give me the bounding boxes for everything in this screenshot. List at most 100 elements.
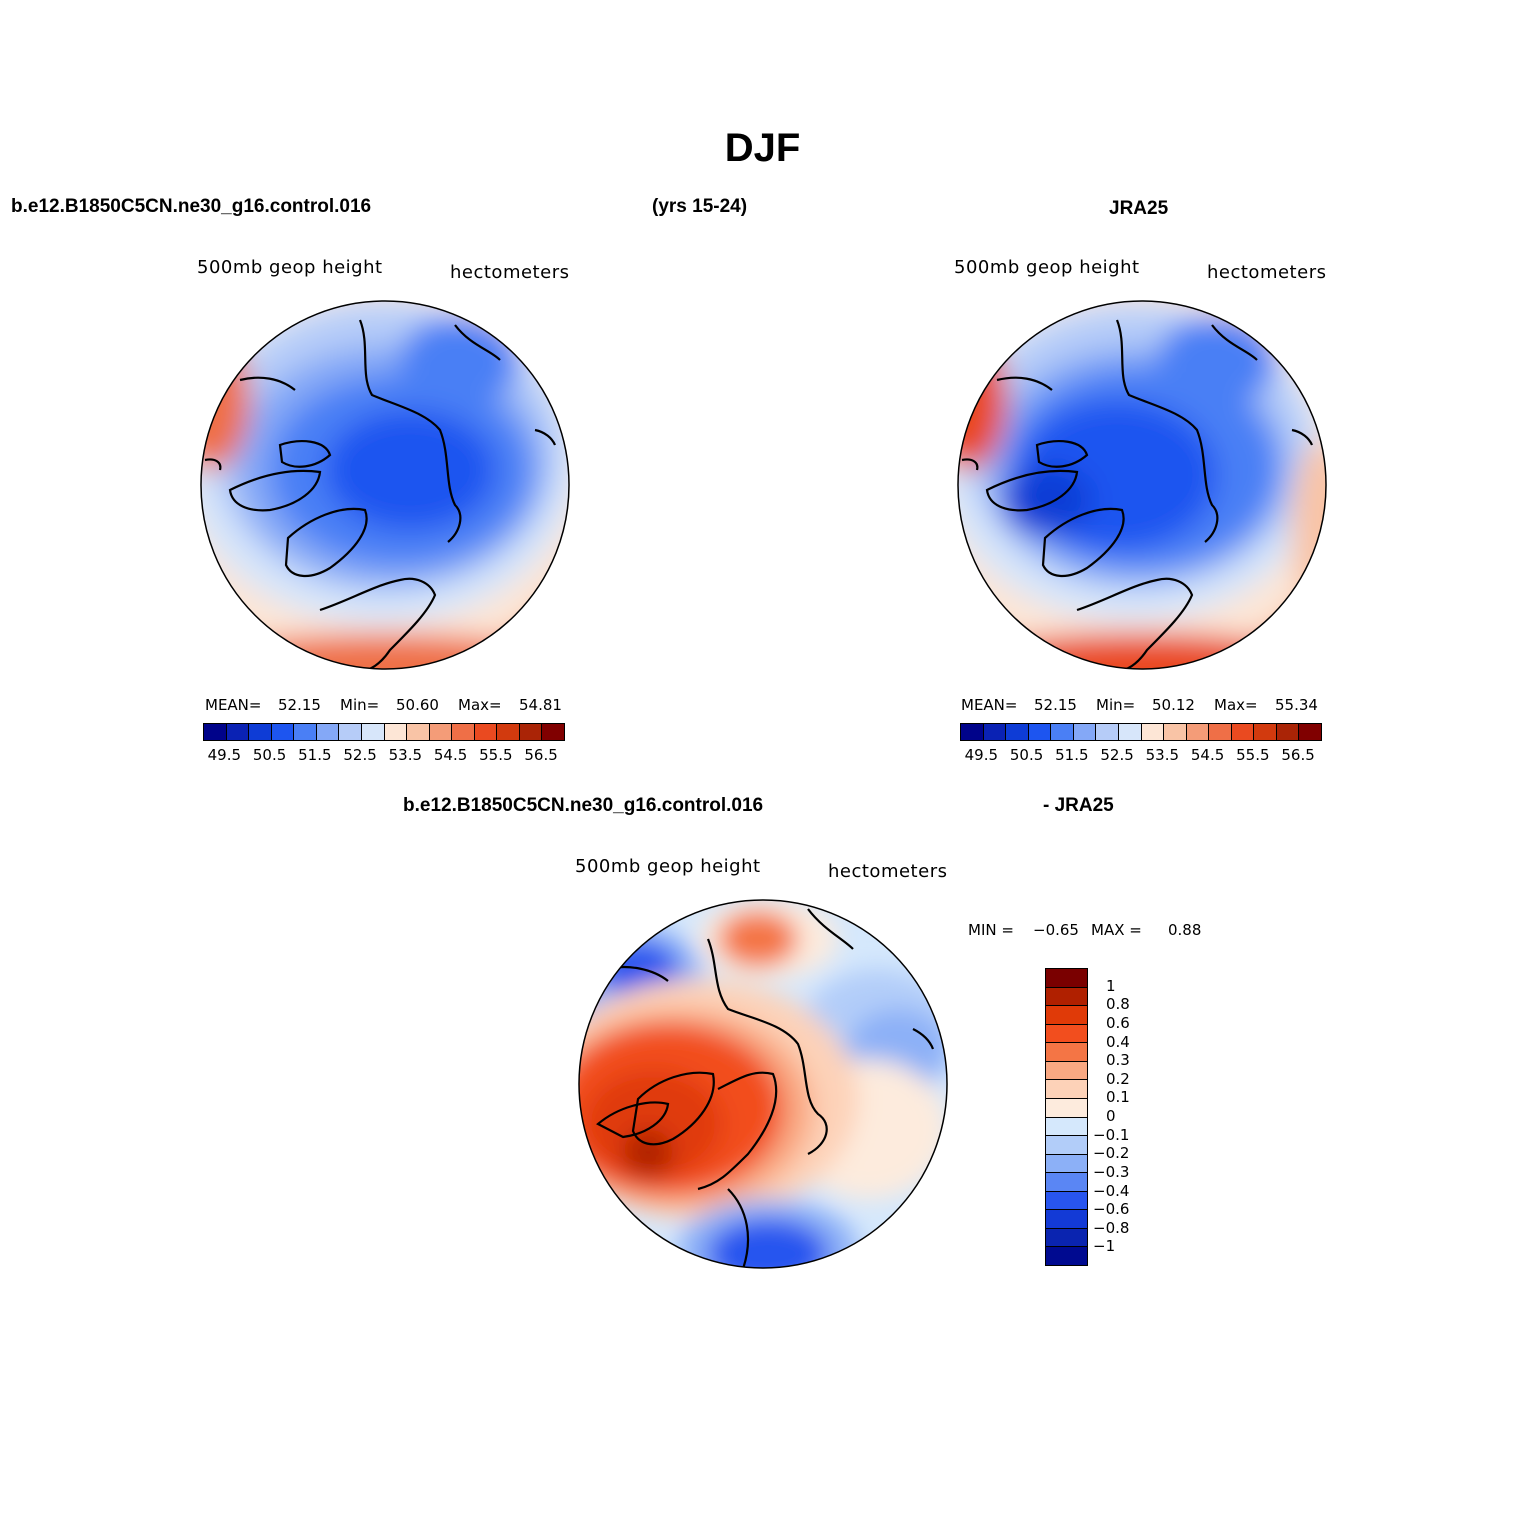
colorbar-tick-label: −0.1 — [1093, 1125, 1130, 1144]
model-colorbar — [203, 723, 565, 741]
colorbar-box — [1046, 1228, 1087, 1248]
colorbar-box — [1046, 987, 1087, 1007]
obs-colorbar — [960, 723, 1322, 741]
model-polar-map — [200, 300, 570, 670]
colorbar-box — [271, 724, 295, 740]
colorbar-tick-label: −1 — [1093, 1237, 1116, 1256]
colorbar-tick-label: 0.1 — [1106, 1088, 1130, 1107]
colorbar-box — [1046, 1061, 1087, 1081]
colorbar-box — [1051, 724, 1074, 740]
model-mean-label: MEAN= — [205, 696, 262, 714]
colorbar-box — [1046, 1117, 1087, 1137]
colorbar-box — [1231, 724, 1255, 740]
obs-min-label: Min= — [1096, 696, 1136, 714]
colorbar-tick-label: 0.8 — [1106, 995, 1130, 1014]
model-mean-value: 52.15 — [278, 696, 321, 714]
colorbar-box — [204, 724, 227, 740]
colorbar-tick-label: 0.6 — [1106, 1013, 1130, 1032]
colorbar-tick-label: 52.5 — [1100, 746, 1134, 764]
diff-case-label: b.e12.B1850C5CN.ne30_g16.control.016 — [403, 795, 764, 816]
colorbar-box — [983, 724, 1007, 740]
colorbar-box — [1046, 1043, 1087, 1062]
figure-title: DJF — [724, 126, 801, 170]
obs-min-value: 50.12 — [1152, 696, 1195, 714]
diff-units-label: hectometers — [828, 861, 948, 882]
model-max-value: 54.81 — [519, 696, 562, 714]
colorbar-box — [1186, 724, 1210, 740]
colorbar-box — [407, 724, 430, 740]
obs-polar-map — [957, 300, 1327, 670]
colorbar-tick-label: 54.5 — [433, 746, 468, 764]
colorbar-box — [1046, 1098, 1087, 1118]
colorbar-tick-label: 50.5 — [1009, 746, 1044, 764]
colorbar-box — [1141, 724, 1165, 740]
diff-colorbar — [1045, 968, 1088, 1266]
colorbar-box — [339, 724, 362, 740]
model-case-label: b.e12.B1850C5CN.ne30_g16.control.016 — [11, 196, 372, 217]
colorbar-tick-label: 51.5 — [298, 746, 332, 764]
obs-mean-value: 52.15 — [1034, 696, 1077, 714]
colorbar-tick-label: 53.5 — [388, 746, 423, 764]
colorbar-tick-label: 52.5 — [343, 746, 377, 764]
colorbar-box — [294, 724, 317, 740]
colorbar-tick-label: 50.5 — [252, 746, 287, 764]
colorbar-box — [519, 724, 543, 740]
colorbar-box — [226, 724, 250, 740]
colorbar-tick-label: 0 — [1106, 1107, 1116, 1125]
colorbar-tick-label: 55.5 — [479, 746, 513, 764]
diff-minus-label: - JRA25 — [1043, 795, 1114, 816]
obs-max-value: 55.34 — [1275, 696, 1318, 714]
diff-polar-map — [578, 899, 948, 1269]
colorbar-box — [1209, 724, 1232, 740]
colorbar-box — [1028, 724, 1052, 740]
colorbar-tick-label: −0.6 — [1093, 1200, 1130, 1219]
colorbar-box — [497, 724, 520, 740]
colorbar-box — [961, 724, 984, 740]
colorbar-box — [1006, 724, 1029, 740]
colorbar-box — [1046, 1210, 1087, 1229]
colorbar-box — [384, 724, 408, 740]
colorbar-box — [1046, 1024, 1087, 1044]
colorbar-box — [1046, 1173, 1087, 1192]
colorbar-box — [1073, 724, 1097, 740]
diff-max-label: MAX = — [1091, 921, 1142, 939]
colorbar-box — [474, 724, 498, 740]
colorbar-tick-label: 0.2 — [1106, 1069, 1130, 1088]
colorbar-tick-label: 0.4 — [1106, 1032, 1130, 1051]
colorbar-box — [1046, 1136, 1087, 1155]
colorbar-tick-label: 55.5 — [1236, 746, 1270, 764]
colorbar-tick-label: −0.4 — [1093, 1181, 1130, 1200]
colorbar-box — [361, 724, 385, 740]
colorbar-box — [1164, 724, 1187, 740]
colorbar-tick-label: 53.5 — [1145, 746, 1180, 764]
colorbar-box — [1276, 724, 1300, 740]
model-min-label: Min= — [340, 696, 380, 714]
colorbar-box — [1046, 1191, 1087, 1211]
colorbar-box — [1046, 1006, 1087, 1025]
colorbar-tick-label: 51.5 — [1055, 746, 1089, 764]
colorbar-box — [1046, 969, 1087, 988]
colorbar-box — [452, 724, 475, 740]
colorbar-tick-label: 1 — [1106, 976, 1116, 995]
obs-case-label: JRA25 — [1109, 198, 1169, 219]
obs-variable-label: 500mb geop height — [954, 257, 1140, 278]
colorbar-box — [1299, 724, 1321, 740]
colorbar-tick-label: 56.5 — [524, 746, 558, 764]
colorbar-box — [1254, 724, 1277, 740]
colorbar-tick-label: −0.8 — [1093, 1218, 1130, 1237]
obs-max-label: Max= — [1214, 696, 1258, 714]
colorbar-tick-label: 49.5 — [964, 746, 999, 764]
model-max-label: Max= — [458, 696, 502, 714]
obs-units-label: hectometers — [1207, 262, 1327, 283]
colorbar-tick-label: 54.5 — [1190, 746, 1225, 764]
colorbar-tick-label: 56.5 — [1281, 746, 1315, 764]
colorbar-box — [1046, 1247, 1087, 1265]
colorbar-box — [542, 724, 564, 740]
colorbar-box — [1118, 724, 1142, 740]
colorbar-tick-label: 0.3 — [1106, 1051, 1130, 1070]
colorbar-box — [249, 724, 272, 740]
colorbar-box — [1046, 1154, 1087, 1174]
obs-mean-label: MEAN= — [961, 696, 1018, 714]
colorbar-tick-label: −0.2 — [1093, 1144, 1130, 1163]
model-units-label: hectometers — [450, 262, 570, 283]
